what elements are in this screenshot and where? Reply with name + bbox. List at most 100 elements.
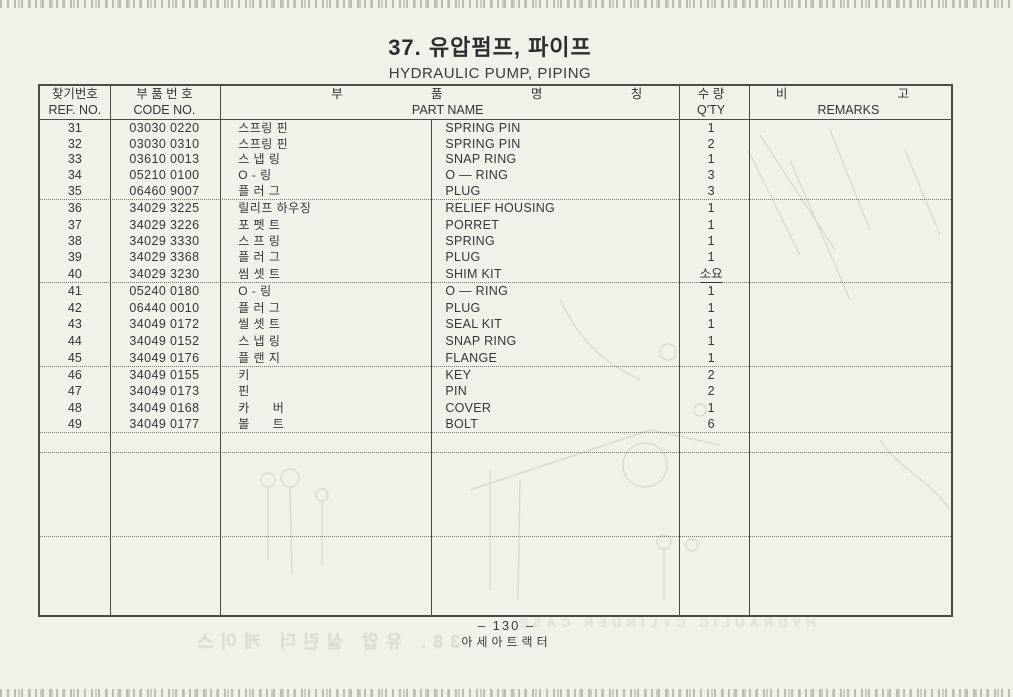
empty-row-spacer — [40, 433, 951, 453]
cell-qty: 1 — [707, 334, 715, 349]
cell-qty: 1 — [707, 300, 715, 315]
cell-ref: 32 — [67, 136, 82, 151]
parts-table: 찾기번호 REF. NO. 부 품 번 호 CODE NO. 부 품 명 칭 P… — [38, 84, 953, 617]
header-qty-korean: 수 량 — [697, 87, 725, 101]
cell-qty: 1 — [707, 234, 715, 249]
cell-name-ko: 스 프 링 — [238, 234, 281, 249]
cell-name-en: FLANGE — [445, 350, 498, 365]
table-row: 45 34049 0176 플 랜 지 FLANGE 1 — [40, 349, 951, 366]
table-row: 36 34029 3225 릴리프 하우징 RELIEF HOUSING 1 — [40, 200, 951, 216]
cell-name-ko: 볼 트 — [238, 416, 285, 431]
cell-name-ko: 씰 셋 트 — [238, 317, 281, 332]
cell-name-en: SPRING PIN — [445, 136, 521, 151]
page-number: – 130 – — [477, 618, 536, 633]
cell-ref: 35 — [67, 184, 82, 199]
header-part-name-english: PART NAME — [411, 102, 484, 117]
cell-ref: 33 — [67, 152, 82, 167]
cell-qty: 1 — [707, 152, 715, 167]
cell-ref: 38 — [67, 234, 82, 249]
cell-code: 34049 0155 — [129, 368, 200, 383]
cell-code: 06460 9007 — [129, 184, 200, 199]
cell-name-en: SPRING PIN — [445, 120, 521, 135]
cell-qty: 2 — [707, 384, 715, 399]
cell-code: 03030 0220 — [129, 120, 200, 135]
cell-ref: 31 — [67, 120, 82, 135]
header-ref-no-english: REF. NO. — [48, 102, 102, 117]
cell-ref: 47 — [67, 384, 82, 399]
table-row: 40 34029 3230 씸 셋 트 SHIM KIT 소요 — [40, 266, 951, 283]
cell-qty: 1 — [707, 350, 715, 365]
cell-ref: 34 — [67, 168, 82, 183]
column-divider — [431, 120, 432, 616]
scan-edge-top — [0, 0, 1013, 8]
table-row: 46 34049 0155 키 KEY 2 — [40, 367, 951, 383]
cell-qty: 1 — [707, 120, 715, 135]
empty-row-spacer — [40, 537, 951, 617]
header-ref-no-korean: 찾기번호 — [51, 87, 98, 101]
header-remarks-english: REMARKS — [817, 102, 880, 117]
cell-qty: 2 — [707, 368, 715, 383]
cell-name-en: PIN — [445, 384, 468, 399]
table-row: 34 05210 0100 O - 링 O — RING 3 — [40, 167, 951, 183]
table-row: 47 34049 0173 핀 PIN 2 — [40, 383, 951, 399]
cell-name-ko: O - 링 — [238, 168, 272, 183]
column-divider — [220, 85, 221, 616]
cell-ref: 36 — [67, 201, 82, 216]
page-title-english: HYDRAULIC PUMP, PIPING — [388, 65, 592, 82]
cell-name-ko: 포 펫 트 — [238, 217, 281, 232]
cell-name-ko: 플 러 그 — [238, 300, 281, 315]
cell-ref: 37 — [67, 217, 82, 232]
table-row: 37 34029 3226 포 펫 트 PORRET 1 — [40, 216, 951, 232]
row-group: 36 34029 3225 릴리프 하우징 RELIEF HOUSING 1 37 3402… — [40, 200, 951, 283]
cell-name-ko: 스프링 핀 — [238, 120, 289, 135]
table-row: 48 34049 0168 카 버 COVER 1 — [40, 400, 951, 416]
cell-qty: 1 — [707, 400, 715, 415]
table-row: 49 34049 0177 볼 트 BOLT 6 — [40, 416, 951, 432]
cell-name-en: O — RING — [445, 168, 509, 183]
cell-name-ko: 릴리프 하우징 — [238, 201, 312, 216]
table-row: 42 06440 0010 플 러 그 PLUG 1 — [40, 300, 951, 317]
cell-ref: 42 — [67, 300, 82, 315]
cell-code: 34049 0168 — [129, 400, 200, 415]
cell-name-ko: 스 냅 링 — [238, 152, 281, 167]
cell-code: 34049 0152 — [129, 334, 200, 349]
cell-name-ko: 플 랜 지 — [238, 350, 281, 365]
cell-qty: 2 — [707, 136, 715, 151]
cell-ref: 41 — [67, 284, 82, 299]
cell-ref: 40 — [67, 266, 82, 281]
cell-code: 34049 0173 — [129, 384, 200, 399]
cell-name-en: SPRING — [445, 234, 496, 249]
header-remarks-korean: 비 고 — [775, 87, 909, 101]
header-code-no-english: CODE NO. — [133, 102, 196, 117]
cell-name-ko: 씸 셋 트 — [238, 266, 281, 281]
cell-code: 34049 0177 — [129, 416, 200, 431]
row-group: 31 03030 0220 스프링 핀 SPRING PIN 1 32 03030 0310… — [40, 120, 951, 200]
column-divider — [110, 85, 111, 616]
cell-name-en: COVER — [445, 400, 492, 415]
table-row: 31 03030 0220 스프링 핀 SPRING PIN 1 — [40, 120, 951, 136]
cell-qty: 1 — [707, 217, 715, 232]
row-group: 41 05240 0180 O - 링 O — RING 1 42 06440 0010 플 … — [40, 283, 951, 367]
cell-code: 34029 3368 — [129, 250, 200, 265]
title-block: 37. 유압펌프, 파이프 HYDRAULIC PUMP, PIPING — [0, 30, 980, 82]
cell-code: 34029 3226 — [129, 217, 200, 232]
cell-name-en: SEAL KIT — [445, 317, 503, 332]
cell-ref: 48 — [67, 400, 82, 415]
cell-code: 34049 0172 — [129, 317, 200, 332]
table-row: 33 03610 0013 스 냅 링 SNAP RING 1 — [40, 152, 951, 168]
cell-qty: 1 — [707, 284, 715, 299]
header-ref-no: 찾기번호 REF. NO. — [40, 86, 110, 119]
cell-code: 34029 3330 — [129, 234, 200, 249]
table-body: 31 03030 0220 스프링 핀 SPRING PIN 1 32 03030 0310… — [40, 120, 951, 617]
table-row: 41 05240 0180 O - 링 O — RING 1 — [40, 283, 951, 300]
cell-name-ko: 플 러 그 — [238, 250, 281, 265]
cell-name-en: SHIM KIT — [445, 266, 502, 281]
cell-code: 05210 0100 — [129, 168, 200, 183]
table-row: 39 34029 3368 플 러 그 PLUG 1 — [40, 249, 951, 265]
table-row: 35 06460 9007 플 러 그 PLUG 3 — [40, 183, 951, 199]
row-group: 46 34049 0155 키 KEY 2 47 34049 0173 핀 PIN 2 48 3404… — [40, 367, 951, 433]
cell-name-en: SNAP RING — [445, 334, 517, 349]
cell-name-en: PLUG — [445, 250, 481, 265]
header-code-no-korean: 부 품 번 호 — [136, 87, 193, 101]
